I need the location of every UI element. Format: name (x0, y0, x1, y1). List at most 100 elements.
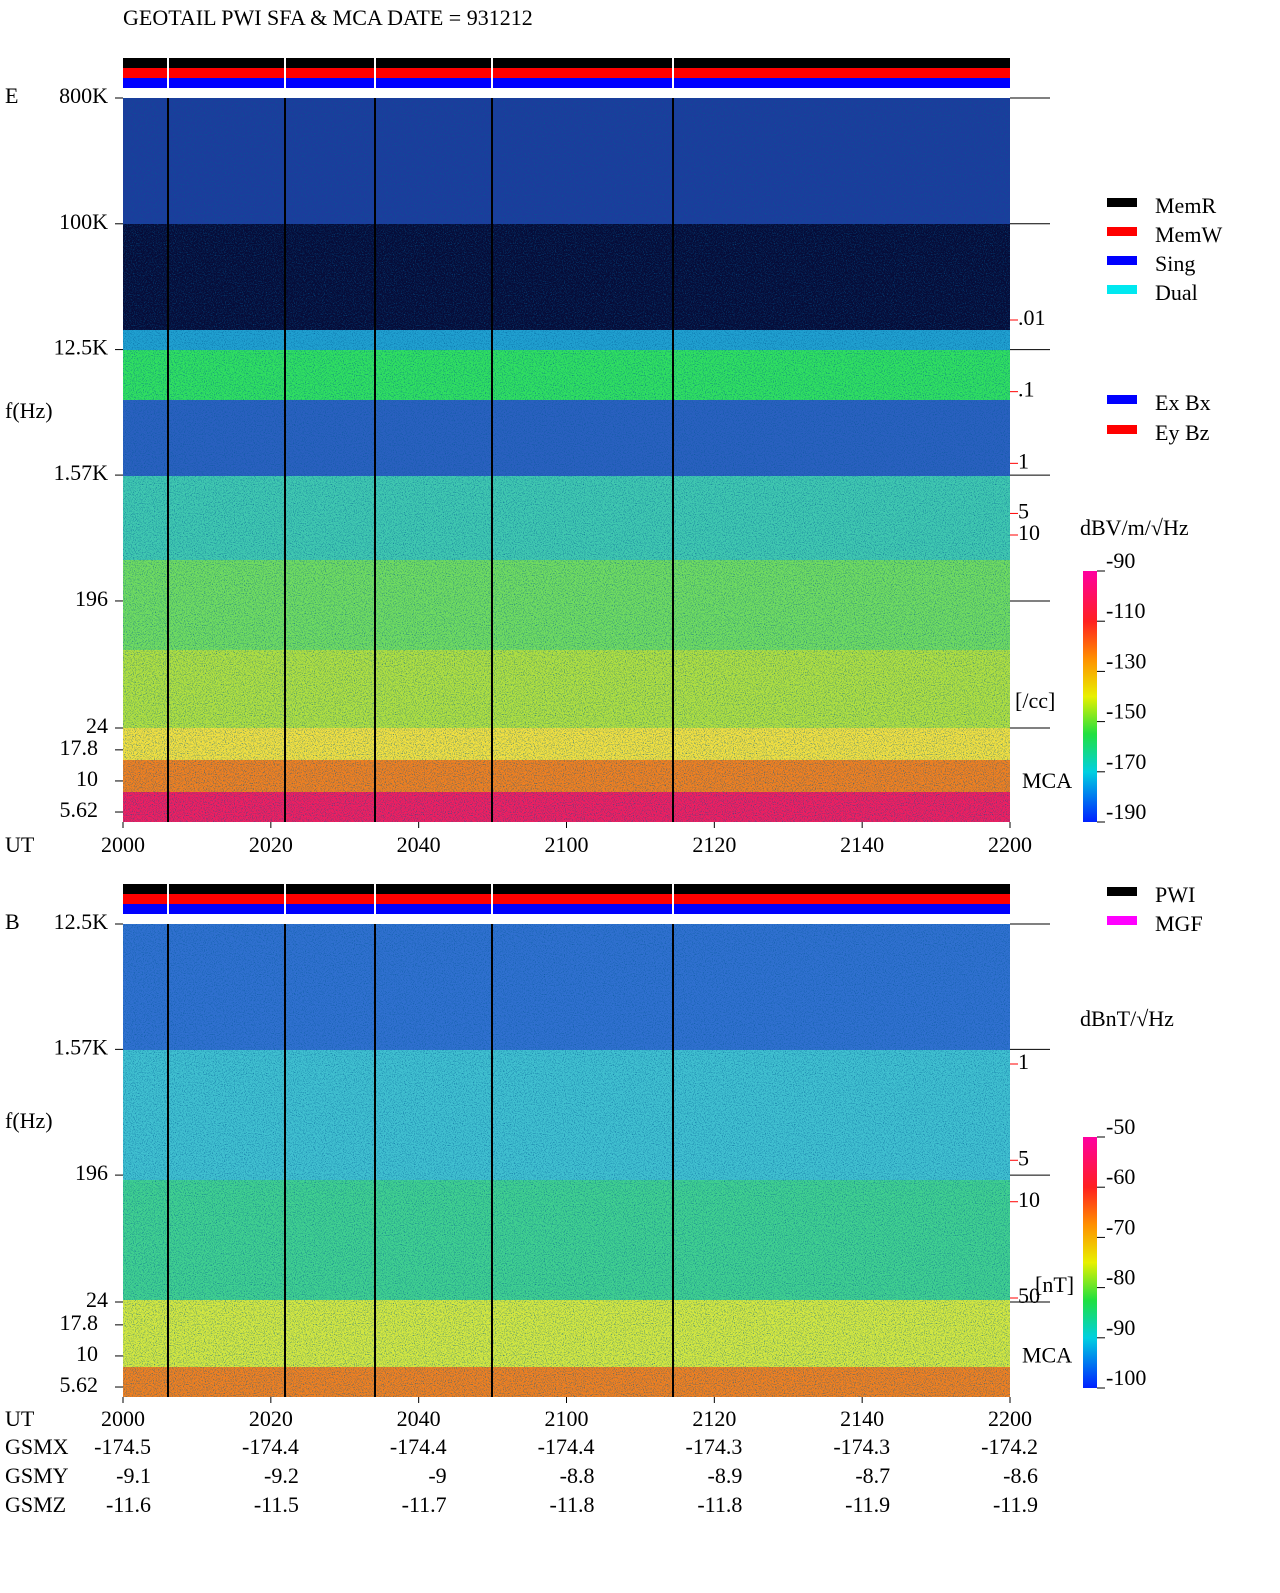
position-label: GSMX (5, 1434, 69, 1459)
x-tick-label: 2100 (545, 832, 589, 857)
mca-tick-label: 5.62 (60, 1372, 99, 1397)
mca-tick-label: 10 (76, 766, 98, 791)
position-value: -11.8 (549, 1492, 594, 1517)
x-tick-label: 2020 (249, 832, 293, 857)
y-tick-label: 24 (86, 1287, 108, 1312)
x-tick-label: 2000 (101, 832, 145, 857)
colorbar-tick-label: -190 (1106, 799, 1146, 824)
x-tick-label: 2140 (840, 1406, 884, 1431)
colorbar-label: dBnT/√Hz (1080, 1006, 1174, 1031)
y-tick-label: 100K (59, 209, 108, 234)
x-tick-label: 2200 (988, 1406, 1032, 1431)
legend-label: Sing (1155, 251, 1195, 276)
position-value: -11.9 (845, 1492, 890, 1517)
legend-swatch (1107, 425, 1137, 434)
position-value: -8.7 (855, 1463, 890, 1488)
status-bar (123, 58, 1010, 68)
legend-swatch (1107, 198, 1137, 207)
position-value: -11.5 (254, 1492, 299, 1517)
position-value: -11.8 (697, 1492, 742, 1517)
position-label: GSMZ (5, 1492, 66, 1517)
y-tick-label: 196 (75, 586, 108, 611)
colorbar-tick-label: -60 (1106, 1164, 1135, 1189)
legend-label: MemW (1155, 222, 1222, 247)
y-tick-label: 196 (75, 1160, 108, 1185)
position-value: -174.4 (242, 1434, 299, 1459)
legend-swatch (1107, 916, 1137, 925)
colorbar-tick-label: -130 (1106, 648, 1146, 673)
y2-tick-label: .01 (1018, 305, 1046, 330)
status-bar (123, 884, 1010, 894)
position-value: -9 (428, 1463, 446, 1488)
position-label: GSMY (5, 1463, 69, 1488)
position-value: -8.8 (560, 1463, 595, 1488)
mca-tick-label: 5.62 (60, 797, 99, 822)
x-axis-label: UT (5, 832, 35, 857)
x-tick-label: 2100 (545, 1406, 589, 1431)
y2-tick-label: 50 (1018, 1283, 1040, 1308)
x-tick-label: 2120 (692, 1406, 736, 1431)
x-tick-label: 2020 (249, 1406, 293, 1431)
y2-tick-label: .1 (1018, 377, 1035, 402)
y-axis-label: f(Hz) (5, 398, 53, 423)
legend-label: PWI (1155, 882, 1195, 907)
y2-axis-label: [nT] (1035, 1272, 1074, 1297)
y-tick-label: 1.57K (54, 1034, 109, 1059)
y2-tick-label: 10 (1018, 1187, 1040, 1212)
status-bar (123, 904, 1010, 914)
colorbar-tick-label: -70 (1106, 1214, 1135, 1239)
y-tick-label: 12.5K (54, 909, 109, 934)
colorbar-tick-label: -50 (1106, 1114, 1135, 1139)
y2-tick-label: 5 (1018, 498, 1029, 523)
position-value: -174.2 (981, 1434, 1038, 1459)
status-bar (123, 894, 1010, 904)
legend-swatch (1107, 285, 1137, 294)
colorbar-label: dBV/m/√Hz (1080, 515, 1189, 540)
legend-label: MGF (1155, 911, 1203, 936)
y2-tick-label: 10 (1018, 520, 1040, 545)
mca-tick-label: 17.8 (60, 735, 99, 760)
position-value: -8.9 (708, 1463, 743, 1488)
legend-label: MemR (1155, 193, 1216, 218)
mca-label: MCA (1022, 768, 1072, 793)
x-tick-label: 2120 (692, 832, 736, 857)
mca-tick-label: 17.8 (60, 1310, 99, 1335)
colorbar-tick-label: -90 (1106, 1315, 1135, 1340)
x-axis-label: UT (5, 1406, 35, 1431)
spectrum-texture (123, 924, 1010, 1397)
position-value: -174.3 (833, 1434, 890, 1459)
position-value: -9.2 (264, 1463, 299, 1488)
y2-tick-label: 5 (1018, 1145, 1029, 1170)
legend-swatch (1107, 887, 1137, 896)
mca-tick-label: 10 (76, 1341, 98, 1366)
colorbar-tick-label: -100 (1106, 1365, 1146, 1390)
legend-swatch (1107, 256, 1137, 265)
position-value: -8.6 (1003, 1463, 1038, 1488)
position-value: -9.1 (116, 1463, 151, 1488)
legend-label: Ey Bz (1155, 420, 1210, 445)
x-tick-label: 2040 (397, 1406, 441, 1431)
colorbar-tick-label: -150 (1106, 699, 1146, 724)
panel-label: E (5, 83, 18, 108)
y-tick-label: 12.5K (54, 335, 109, 360)
y2-axis-label: [/cc] (1015, 688, 1055, 713)
colorbar-tick-label: -80 (1106, 1265, 1135, 1290)
x-tick-label: 2140 (840, 832, 884, 857)
legend-swatch (1107, 227, 1137, 236)
x-tick-label: 2200 (988, 832, 1032, 857)
legend-label: Dual (1155, 280, 1198, 305)
colorbar (1083, 571, 1097, 822)
position-value: -11.6 (106, 1492, 151, 1517)
y-tick-label: 24 (86, 713, 108, 738)
y-tick-label: 800K (59, 83, 108, 108)
panel-label: B (5, 909, 20, 934)
y-axis-label: f(Hz) (5, 1108, 53, 1133)
legend-swatch (1107, 395, 1137, 404)
status-bar (123, 78, 1010, 88)
position-value: -11.9 (993, 1492, 1038, 1517)
status-bar (123, 68, 1010, 78)
x-tick-label: 2000 (101, 1406, 145, 1431)
position-value: -174.4 (538, 1434, 595, 1459)
position-value: -11.7 (402, 1492, 447, 1517)
